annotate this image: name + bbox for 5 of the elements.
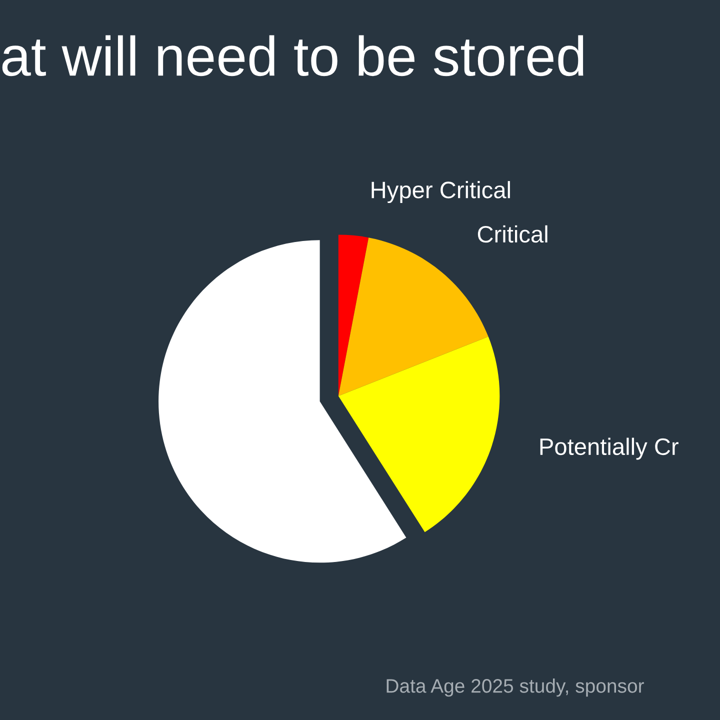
slice-label: Critical [478,225,548,243]
chart-title: at will need to be stored [2,35,584,76]
text: Data Age 2025 study, sponsor [386,678,644,697]
slice-label: Potentially Cr [540,438,678,460]
slice-label: Hyper Critical [372,181,510,204]
